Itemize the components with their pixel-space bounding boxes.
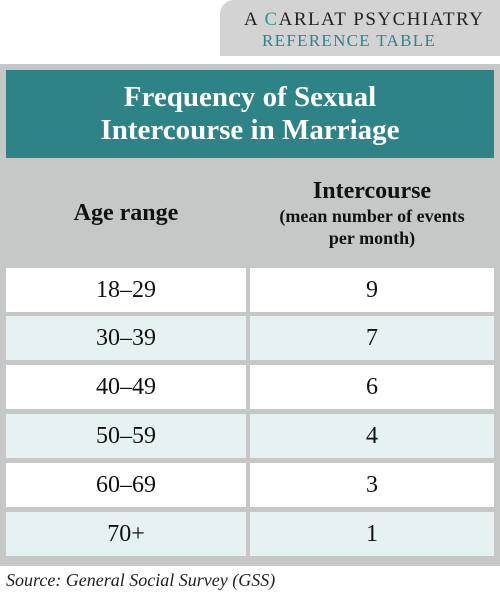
table-row: 18–29 9 [6,268,494,312]
table-title: Frequency of Sexual Intercourse in Marri… [6,70,494,158]
value-cell: 6 [250,365,494,409]
value-cell: 7 [250,316,494,360]
age-cell: 50–59 [6,414,246,458]
table-row: 40–49 6 [6,365,494,409]
column-header-age: Age range [6,163,246,263]
value-cell: 4 [250,414,494,458]
header-sub-label: (mean number of events per month) [279,206,465,248]
table-row: 50–59 4 [6,414,494,458]
table-row: 30–39 7 [6,316,494,360]
table-row: 70+ 1 [6,512,494,556]
column-header-intercourse: Intercourse (mean number of events per m… [250,163,494,263]
age-cell: 70+ [6,512,246,556]
header-main-label: Intercourse [312,178,432,204]
age-cell: 40–49 [6,365,246,409]
value-cell: 9 [250,268,494,312]
value-cell: 1 [250,512,494,556]
age-cell: 18–29 [6,268,246,312]
value-cell: 3 [250,463,494,507]
badge-line-1: A CARLAT PSYCHIATRY [244,9,485,30]
table-row: 60–69 3 [6,463,494,507]
age-cell: 30–39 [6,316,246,360]
age-cell: 60–69 [6,463,246,507]
reference-badge [220,0,500,56]
source-note: Source: General Social Survey (GSS) [6,570,276,590]
badge-line-2: REFERENCE TABLE [262,31,437,50]
